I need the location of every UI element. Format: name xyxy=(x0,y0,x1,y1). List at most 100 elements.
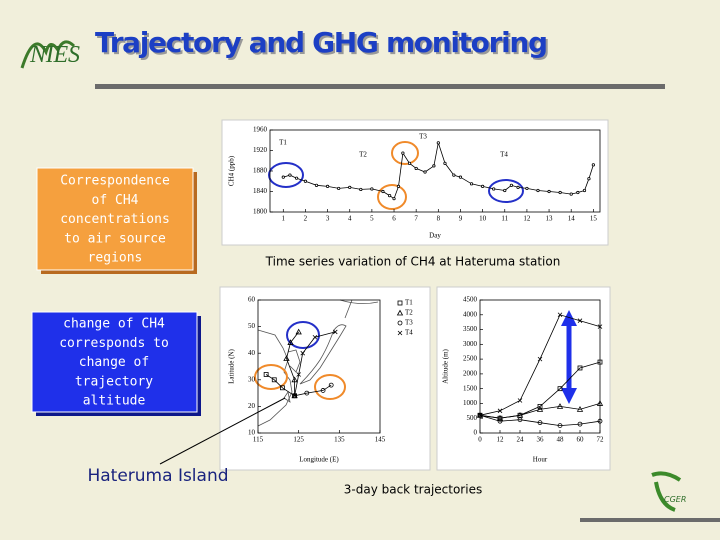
y-tick-label: 40 xyxy=(248,349,256,357)
orange-box xyxy=(36,167,194,271)
marker xyxy=(452,173,456,177)
marker xyxy=(312,334,318,340)
y-tick-label: 1880 xyxy=(253,167,268,175)
legend-label: T1 xyxy=(405,299,413,307)
marker xyxy=(497,415,503,421)
x-tick-label: 12 xyxy=(497,436,505,444)
y-tick-label: 500 xyxy=(467,414,478,422)
logo: NIES xyxy=(20,40,80,69)
marker xyxy=(325,184,330,188)
marker xyxy=(436,141,440,145)
x-tick-label: 7 xyxy=(414,215,418,223)
chart-panel xyxy=(436,286,611,471)
legend-label: T2 xyxy=(405,309,413,317)
y-axis-label: Latitude (N) xyxy=(228,348,236,383)
marker xyxy=(577,421,583,427)
plot-frame xyxy=(257,299,381,434)
y-tick-label: 4500 xyxy=(463,296,478,304)
x-tick-label: 48 xyxy=(557,436,565,444)
y-tick-label: 2000 xyxy=(463,369,478,377)
x-tick-label: 0 xyxy=(478,436,482,444)
marker xyxy=(281,175,285,179)
y-tick-label: 60 xyxy=(248,296,256,304)
marker xyxy=(525,186,529,191)
footer-rule xyxy=(580,518,720,522)
marker xyxy=(516,185,520,189)
y-tick-label: 0 xyxy=(474,429,478,437)
x-tick-label: 135 xyxy=(334,436,345,444)
marker xyxy=(582,188,587,193)
marker xyxy=(509,183,514,187)
marker xyxy=(370,187,374,191)
marker xyxy=(576,190,580,195)
box-text: altitude xyxy=(83,394,146,409)
x-tick-label: 5 xyxy=(370,215,374,223)
y-tick-label: 1840 xyxy=(253,187,268,195)
marker xyxy=(591,163,595,167)
x-tick-label: 115 xyxy=(253,436,264,444)
blue-box xyxy=(31,311,198,413)
marker xyxy=(283,355,290,361)
marker xyxy=(597,359,603,365)
marker xyxy=(557,312,563,318)
marker xyxy=(304,390,310,396)
marker xyxy=(328,382,334,388)
annotation: T4 xyxy=(500,151,508,159)
marker xyxy=(477,412,483,418)
title: Trajectory and GHG monitoring xyxy=(95,26,548,59)
marker xyxy=(577,365,583,371)
marker xyxy=(320,388,326,393)
series-line xyxy=(265,374,295,397)
x-tick-label: 4 xyxy=(348,215,352,223)
caption: Time series variation of CH4 at Hateruma… xyxy=(265,255,561,269)
y-axis-label: CH4 (ppb) xyxy=(228,155,236,186)
marker xyxy=(381,189,385,194)
marker xyxy=(537,420,543,426)
x-tick-label: 145 xyxy=(375,436,386,444)
corner-logo-text: CGER xyxy=(664,495,686,504)
marker xyxy=(477,412,483,418)
y-tick-label: 1800 xyxy=(253,208,268,216)
y-axis-label: Altitude (m) xyxy=(442,348,450,383)
highlights xyxy=(254,141,524,400)
x-tick-label: 24 xyxy=(517,436,525,444)
marker xyxy=(332,329,338,335)
marker xyxy=(263,372,269,377)
marker xyxy=(517,398,523,403)
y-tick-label: 10 xyxy=(248,429,256,437)
title-shadow: Trajectory and GHG monitoring xyxy=(97,28,550,61)
marker xyxy=(497,408,503,414)
marker xyxy=(569,192,573,196)
x-axis-label: Hour xyxy=(533,456,548,464)
marker xyxy=(303,179,308,183)
y-tick-label: 20 xyxy=(248,402,256,410)
marker xyxy=(576,406,584,412)
x-tick-label: 2 xyxy=(304,215,308,223)
marker xyxy=(401,151,405,155)
marker xyxy=(557,423,563,429)
x-tick-label: 125 xyxy=(293,436,304,444)
marker xyxy=(492,187,496,191)
marker xyxy=(481,184,485,188)
x-tick-label: 36 xyxy=(537,436,545,444)
legend-marker xyxy=(397,320,403,326)
annotation: T2 xyxy=(359,151,367,159)
marker xyxy=(295,328,302,335)
box-text: concentrations xyxy=(60,212,170,227)
x-tick-label: 10 xyxy=(479,215,487,223)
y-tick-label: 4000 xyxy=(463,310,478,318)
marker xyxy=(536,188,540,193)
box-text: change of CH4 xyxy=(63,317,165,332)
callout: Hateruma Island xyxy=(87,466,228,486)
marker xyxy=(423,170,427,174)
marker xyxy=(443,161,447,165)
corner-logo: CGER xyxy=(651,471,686,512)
x-tick-label: 3 xyxy=(326,215,330,223)
annotation: T3 xyxy=(419,133,427,141)
marker xyxy=(392,197,396,201)
marker xyxy=(517,412,523,418)
marker xyxy=(271,377,277,383)
series-line xyxy=(286,331,300,396)
marker xyxy=(287,339,294,345)
